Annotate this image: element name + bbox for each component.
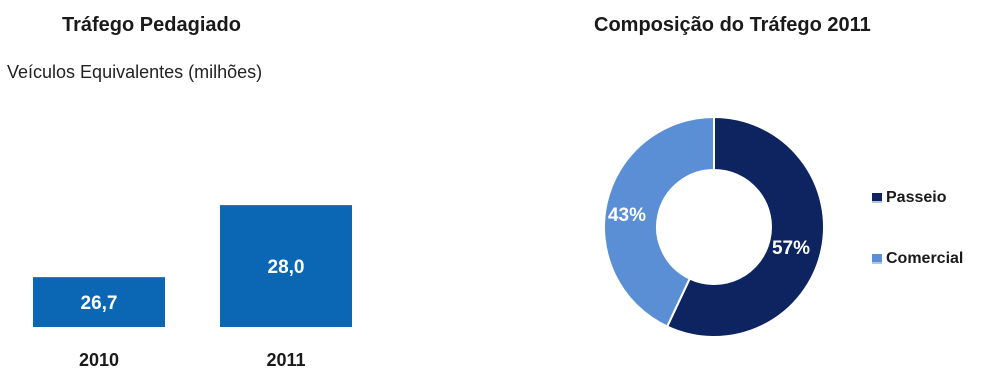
donut-chart-plot: 57% 43%: [603, 115, 825, 338]
bar-value-label: 28,0: [268, 257, 305, 278]
legend-item-comercial: Comercial: [872, 250, 963, 268]
legend-swatch-passeio: [872, 193, 882, 203]
bar-2010: [33, 277, 165, 327]
x-tick-label: 2010: [79, 350, 119, 370]
donut-chart-panel: Composição do Tráfego 2011 57% 43% Passei…: [560, 0, 983, 376]
donut-slice-passeio: [665, 115, 825, 338]
donut-slice-comercial: [603, 115, 715, 328]
legend-swatch-comercial: [872, 254, 882, 264]
bar-chart-panel: Tráfego Pedagiado Veículos Equivalentes …: [0, 0, 370, 376]
x-tick-label: 2011: [266, 350, 305, 370]
donut-chart-title: Composição do Tráfego 2011: [594, 14, 871, 36]
donut-value-label: 43%: [608, 205, 646, 226]
bar-value-label: 26,7: [81, 293, 118, 314]
bar-chart-subtitle: Veículos Equivalentes (milhões): [7, 62, 263, 82]
legend-item-passeio: Passeio: [872, 189, 946, 207]
donut-value-label: 57%: [772, 238, 810, 259]
bar-2011: [220, 205, 352, 327]
bar-chart-plot: 26,7 2010 28,0 2011: [33, 205, 352, 370]
legend-label-comercial: Comercial: [886, 250, 964, 267]
legend-label-passeio: Passeio: [886, 189, 947, 206]
bar-chart-title: Tráfego Pedagiado: [62, 14, 241, 36]
